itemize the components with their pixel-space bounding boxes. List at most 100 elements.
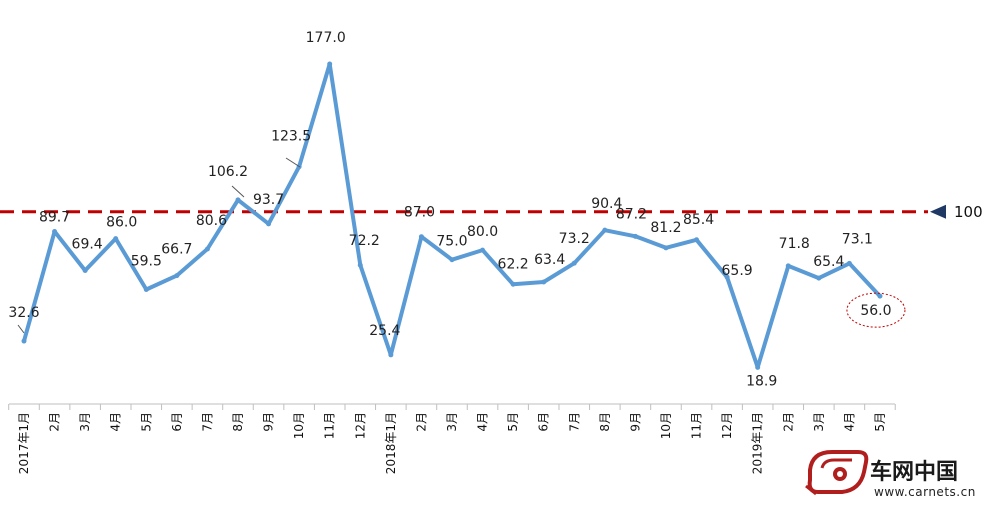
data-point [174, 273, 180, 279]
data-point [82, 267, 88, 273]
x-tick-label: 7月 [567, 412, 581, 432]
x-tick-label: 6月 [170, 412, 184, 432]
x-tick-label: 3月 [78, 412, 92, 432]
x-tick-label: 5月 [873, 412, 887, 432]
x-tick-label: 9月 [262, 412, 276, 432]
data-point [571, 260, 577, 266]
data-label: 71.8 [779, 236, 810, 252]
data-point [541, 279, 547, 285]
data-point [755, 364, 761, 370]
data-label: 80.6 [196, 213, 227, 229]
x-tick-label: 2月 [781, 412, 795, 432]
data-label: 85.4 [683, 212, 714, 228]
data-label: 72.2 [349, 233, 380, 249]
data-label: 81.2 [650, 220, 681, 236]
x-axis: 2017年1月 2月 3月 4月 5月 6月 7月 8月 9月 10月 11月 12月 2018年1月 2… [8, 403, 896, 474]
label-leader-line [285, 157, 301, 168]
data-label: 63.4 [534, 252, 565, 268]
logo-emblem-icon [805, 450, 869, 496]
x-tick-label: 3月 [812, 412, 826, 432]
data-point [480, 247, 486, 253]
data-label: 106.2 [208, 164, 248, 180]
data-point [113, 236, 119, 242]
data-point [694, 237, 700, 243]
data-point [877, 293, 883, 299]
data-label: 86.0 [106, 215, 137, 231]
x-tick-label: 8月 [598, 412, 612, 432]
x-tick-label: 3月 [445, 412, 459, 432]
reference-line-label: 100 [954, 203, 983, 221]
logo-brand-text: 车网中国 [870, 459, 958, 485]
x-tick-label: 12月 [353, 412, 367, 439]
data-point [816, 275, 822, 281]
x-tick-label: 9月 [628, 412, 642, 432]
x-tick-label: 12月 [720, 412, 734, 439]
data-point [602, 227, 608, 233]
data-point [21, 338, 27, 344]
data-label: 89.7 [39, 210, 70, 226]
x-tick-label: 11月 [323, 412, 337, 439]
data-point [357, 262, 363, 268]
data-label: 32.6 [8, 305, 39, 321]
x-tick-label: 4月 [842, 412, 856, 432]
x-tick-label: 2月 [48, 412, 62, 432]
data-point [663, 245, 669, 251]
data-point [266, 221, 272, 227]
data-label: 56.0 [860, 303, 891, 319]
data-point [204, 246, 210, 252]
series-line [22, 62, 882, 370]
data-point [52, 229, 58, 235]
x-tick-label: 2月 [414, 412, 428, 432]
data-labels: 32.6 89.769.486.0 59.566.780.6 106.2 93.7 123… [8, 30, 906, 389]
x-tick-label: 11月 [690, 412, 704, 439]
logo-url-text: www.carnets.cn [874, 485, 976, 499]
label-leader-line [17, 324, 25, 334]
data-point [510, 281, 516, 287]
data-point [449, 257, 455, 263]
data-label: 62.2 [498, 256, 529, 272]
data-label: 66.7 [161, 242, 192, 258]
highlight-circle [846, 292, 906, 328]
data-label: 93.7 [253, 192, 284, 208]
data-label: 73.2 [559, 231, 590, 247]
data-label: 87.0 [404, 205, 435, 221]
data-point [785, 263, 791, 269]
data-point [846, 260, 852, 266]
data-label: 123.5 [271, 129, 311, 145]
reference-arrow-icon [930, 204, 946, 219]
x-tick-label: 7月 [200, 412, 214, 432]
data-label: 18.9 [746, 373, 777, 389]
x-tick-label: 2019年1月 [751, 412, 765, 474]
data-label: 59.5 [131, 253, 162, 269]
x-tick-label: 2018年1月 [384, 412, 398, 474]
data-point [724, 274, 730, 280]
x-tick-label: 6月 [537, 412, 551, 432]
brand-logo: 车网中国 www.carnets.cn [805, 450, 976, 499]
x-tick-label: 5月 [139, 412, 153, 432]
data-label: 73.1 [842, 231, 873, 247]
label-leader-line [231, 185, 245, 198]
x-tick-label: 8月 [231, 412, 245, 432]
data-point [235, 197, 241, 203]
data-point [632, 233, 638, 239]
x-tick-label: 4月 [476, 412, 490, 432]
x-tick-label: 4月 [109, 412, 123, 432]
data-point [327, 61, 333, 67]
data-point [143, 286, 149, 292]
data-label: 69.4 [72, 236, 103, 252]
data-point [388, 352, 394, 358]
data-label: 80.0 [467, 224, 498, 240]
series-group [21, 61, 883, 370]
data-label: 75.0 [436, 234, 467, 250]
data-label: 25.4 [369, 323, 400, 339]
data-point [418, 234, 424, 240]
data-label: 177.0 [306, 30, 346, 46]
data-label: 65.4 [813, 254, 844, 270]
x-tick-label: 10月 [292, 412, 306, 439]
x-tick-label: 5月 [506, 412, 520, 432]
x-tick-label: 2017年1月 [17, 412, 31, 474]
data-label: 87.2 [616, 206, 647, 222]
data-label: 65.9 [722, 263, 753, 279]
x-tick-label: 10月 [659, 412, 673, 439]
